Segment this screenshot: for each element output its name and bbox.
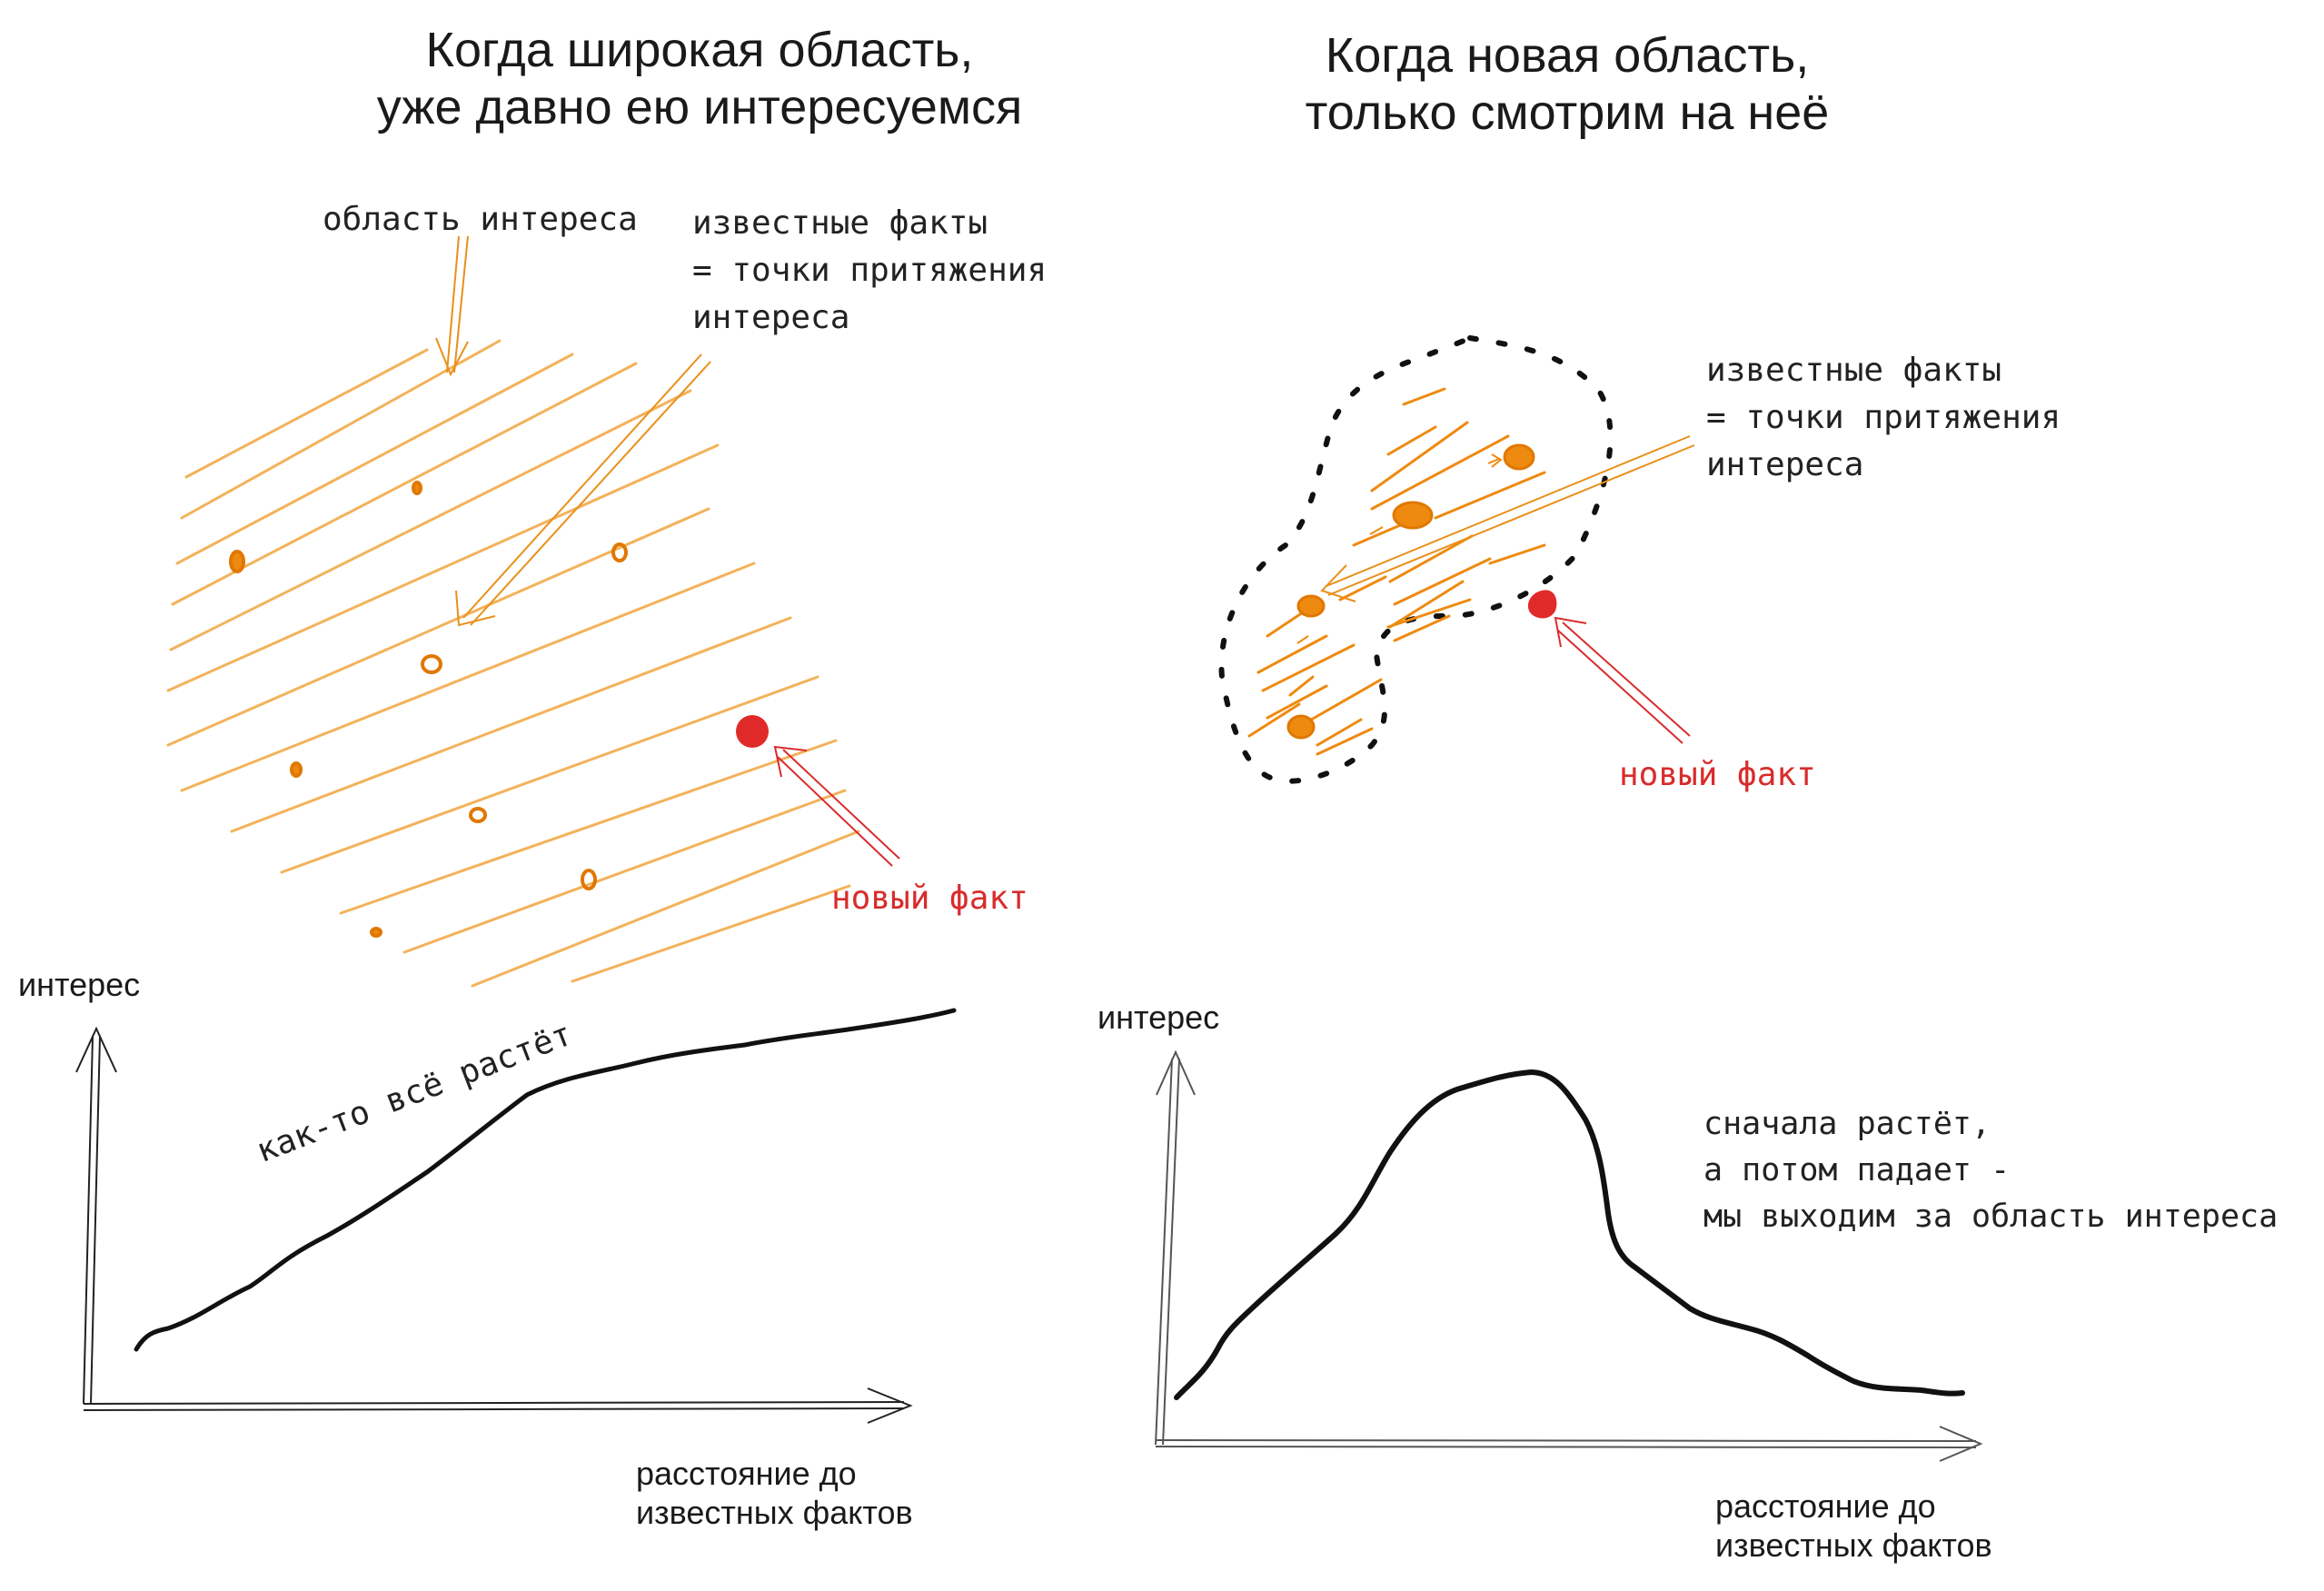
right-new-fact-label: новый факт [1619, 756, 1816, 793]
right-hatch-area [1247, 387, 1546, 756]
right-x-axis [1155, 1426, 1983, 1462]
right-facts-label: известные факты = точки притяжения интер… [1706, 352, 2061, 484]
left-facts-label: известные факты = точки притяжения интер… [692, 204, 1048, 337]
right-facts-arrow [1320, 435, 1695, 602]
left-area-label: область интереса [323, 201, 638, 238]
left-new-fact-label: новый факт [831, 880, 1028, 917]
left-interest-curve [134, 1008, 957, 1352]
right-x-axis-label: расстояние до известных фактов [1715, 1487, 1992, 1565]
left-known-facts [229, 481, 628, 938]
right-interest-curve [1174, 1069, 1965, 1400]
left-hatch-area [166, 339, 860, 988]
left-facts-arrow [455, 353, 711, 627]
right-new-fact-arrow [1554, 616, 1691, 744]
left-x-axis [83, 1387, 913, 1424]
left-title: Когда широкая область, уже давно ею инте… [376, 23, 1023, 135]
right-title: Когда новая область, только смотрим на н… [1305, 28, 1830, 141]
left-x-axis-label: расстояние до известных фактов [636, 1455, 913, 1532]
right-y-axis [1155, 1049, 1196, 1446]
left-y-axis [75, 1026, 117, 1405]
right-small-arrows [1296, 453, 1503, 644]
left-y-axis-label: интерес [18, 966, 141, 1003]
right-area-boundary [1218, 335, 1614, 784]
right-curve-note: сначала растёт, а потом падает - мы выхо… [1703, 1106, 2279, 1235]
right-known-facts [1286, 443, 1535, 740]
right-y-axis-label: интерес [1097, 999, 1220, 1036]
right-new-fact-dot [1527, 590, 1557, 619]
left-new-fact-arrow [773, 745, 900, 867]
left-new-fact-dot [736, 715, 769, 748]
left-area-arrow [435, 235, 469, 377]
